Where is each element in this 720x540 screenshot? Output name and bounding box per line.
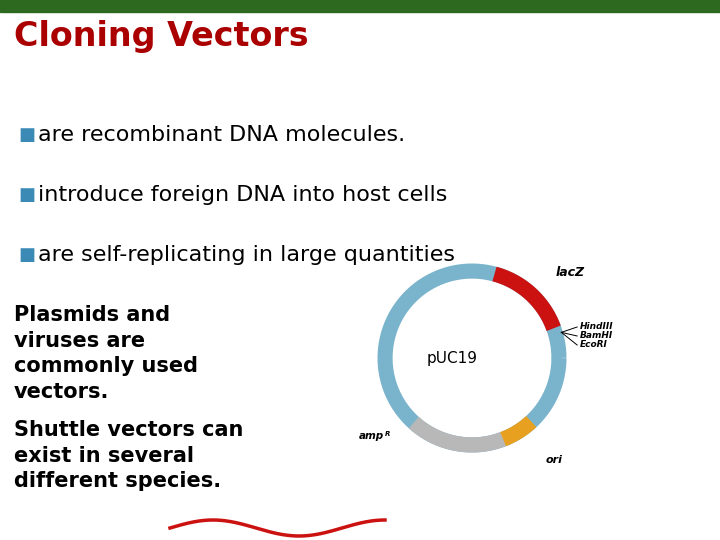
Text: ■: ■ <box>18 246 35 264</box>
Text: lacZ: lacZ <box>556 266 585 279</box>
Text: Plasmids and
viruses are
commonly used
vectors.: Plasmids and viruses are commonly used v… <box>14 305 198 402</box>
Bar <box>0 0 720 12</box>
Text: ■: ■ <box>18 186 35 204</box>
Text: BamHI: BamHI <box>580 332 613 341</box>
Text: R: R <box>385 431 390 437</box>
Text: ori: ori <box>545 455 562 464</box>
Text: ■: ■ <box>18 126 35 144</box>
Text: are recombinant DNA molecules.: are recombinant DNA molecules. <box>38 125 405 145</box>
Text: Shuttle vectors can
exist in several
different species.: Shuttle vectors can exist in several dif… <box>14 420 243 491</box>
Text: pUC19: pUC19 <box>426 350 477 366</box>
Text: HindIII: HindIII <box>580 322 613 332</box>
Text: EcoRI: EcoRI <box>580 341 608 349</box>
Text: Cloning Vectors: Cloning Vectors <box>14 20 309 53</box>
Text: introduce foreign DNA into host cells: introduce foreign DNA into host cells <box>38 185 447 205</box>
Text: amp: amp <box>359 431 384 441</box>
Text: are self-replicating in large quantities: are self-replicating in large quantities <box>38 245 455 265</box>
